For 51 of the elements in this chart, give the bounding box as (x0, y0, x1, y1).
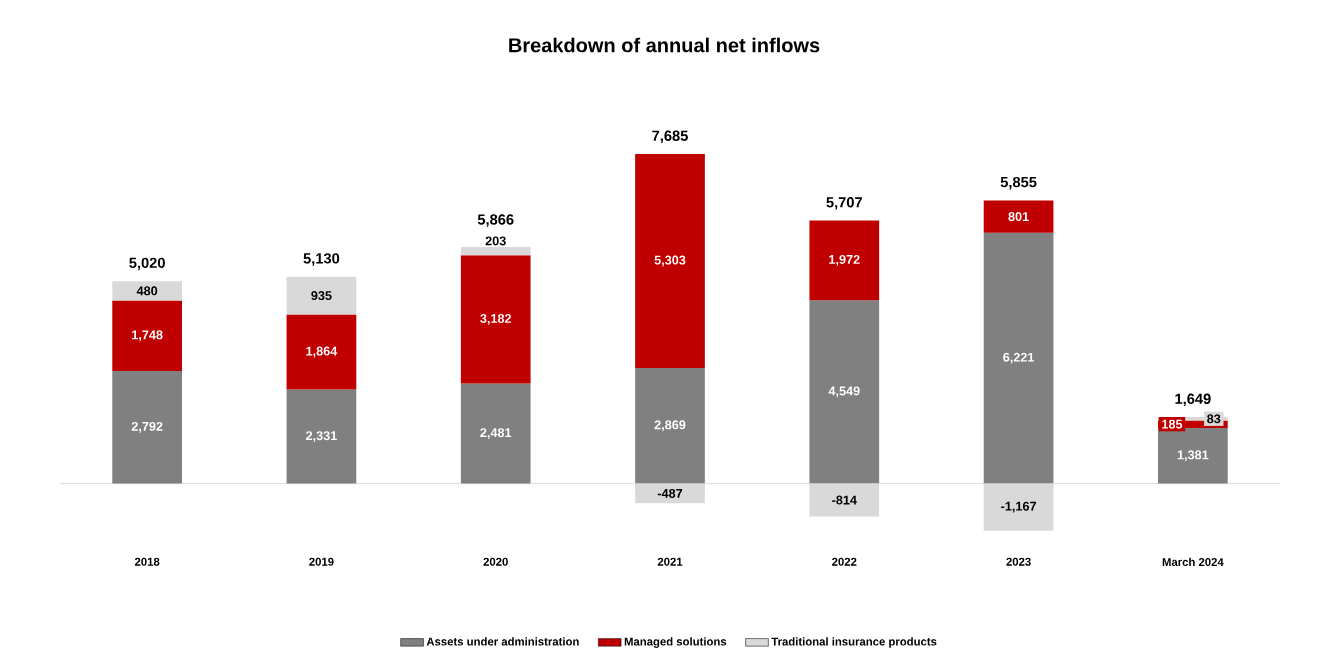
data-label: 5,303 (654, 255, 686, 267)
data-label: 3,182 (480, 314, 512, 325)
x-tick-label: 2022 (832, 557, 857, 566)
legend-label: Managed solutions (624, 637, 727, 648)
data-label: 2,869 (654, 420, 686, 432)
x-tick-label: 2023 (1006, 557, 1031, 566)
bar (286, 314, 357, 390)
legend-label: Traditional insurance products (771, 637, 937, 648)
bar (635, 367, 705, 484)
data-label: -487 (657, 489, 683, 498)
bar (635, 154, 705, 368)
data-label: 1,864 (306, 346, 338, 358)
total-label: 5,855 (1000, 177, 1037, 190)
data-label: 801 (1008, 212, 1029, 222)
data-label: 185 (1162, 419, 1183, 429)
data-label: -1,167 (1001, 501, 1036, 513)
total-label: 5,866 (477, 214, 514, 227)
data-label: 6,221 (1003, 352, 1035, 364)
bar (809, 220, 880, 301)
total-label: 5,707 (826, 197, 862, 210)
bar (112, 371, 182, 484)
x-tick-label: 2020 (483, 557, 508, 566)
legend-label: Assets under administration (426, 637, 579, 646)
bar (112, 300, 182, 372)
chart-title: Breakdown of annual net inflows (509, 37, 820, 53)
data-label: 4,549 (828, 386, 860, 398)
bar (286, 389, 357, 484)
total-label: 7,685 (652, 130, 688, 144)
data-label: 480 (136, 286, 158, 296)
data-label: 1,748 (132, 330, 163, 342)
data-label: 1,381 (1177, 450, 1209, 462)
data-label: 935 (311, 291, 332, 301)
data-label: 203 (485, 236, 506, 246)
data-label: 2,331 (306, 431, 337, 443)
x-tick-label: 2018 (134, 557, 160, 566)
data-label: 2,481 (480, 428, 512, 440)
data-label: 2,792 (131, 421, 163, 433)
data-label: -814 (832, 495, 857, 505)
bar (809, 300, 880, 484)
x-tick-label: 2019 (309, 557, 334, 566)
bar (460, 247, 531, 256)
total-label: 5,130 (303, 253, 340, 266)
data-label: 83 (1207, 414, 1221, 424)
bar (983, 232, 1054, 484)
x-tick-label: March 2024 (1162, 557, 1224, 567)
total-label: 5,020 (129, 257, 165, 271)
bar (460, 383, 531, 484)
total-label: 1,649 (1175, 393, 1211, 407)
bar (460, 255, 531, 384)
x-tick-label: 2021 (657, 557, 683, 566)
data-label: 1,972 (829, 255, 860, 266)
